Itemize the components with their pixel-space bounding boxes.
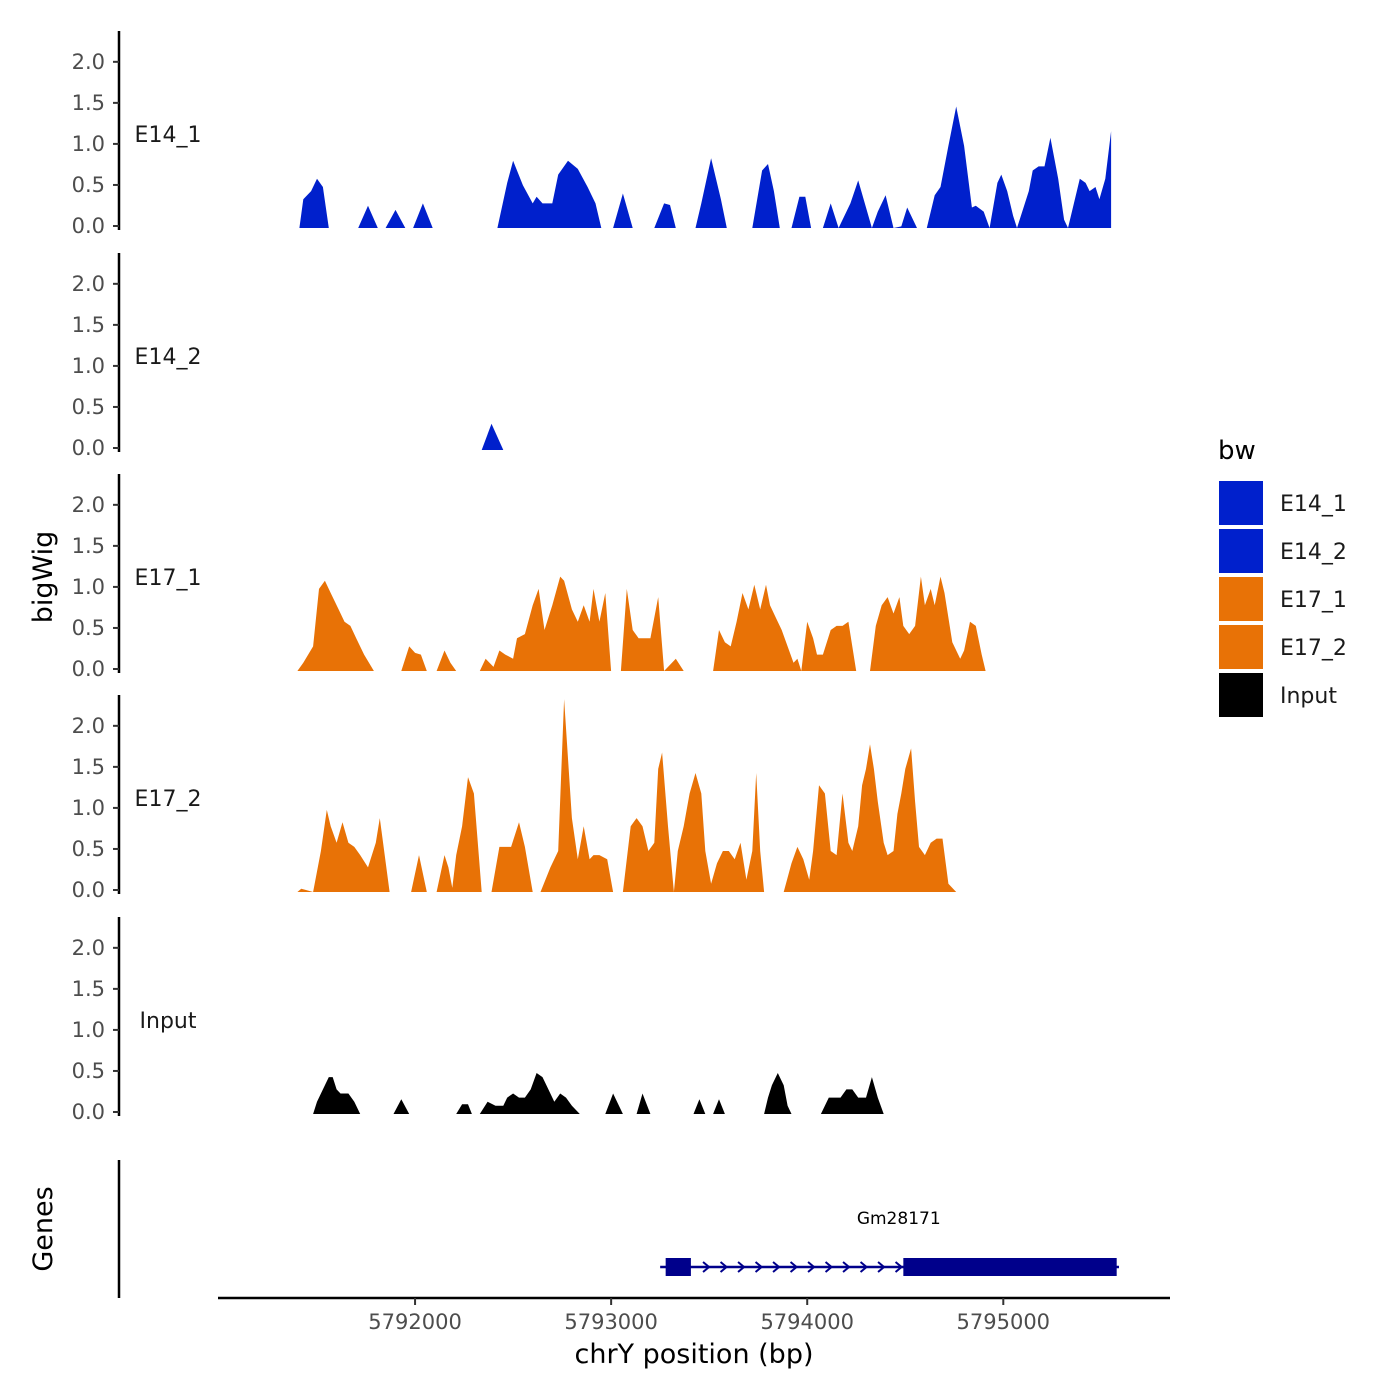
track-E14_2: 0.0 0.5 1.0 1.5 2.0 E14_2 — [72, 253, 504, 460]
gene-label: Gm28171 — [857, 1209, 941, 1229]
track-label: E14_2 — [135, 345, 202, 370]
legend-title: bw — [1218, 436, 1256, 466]
y-tick-label: 2.0 — [72, 272, 105, 296]
y-tick-label: 2.0 — [72, 50, 105, 74]
y-tick-label: 1.0 — [72, 1018, 105, 1042]
track-E17_2: 0.0 0.5 1.0 1.5 2.0 E17_2 — [72, 695, 957, 902]
signal-area-E14_2 — [481, 423, 504, 450]
gene-exon — [903, 1258, 1117, 1276]
signal-area-E17_1 — [297, 576, 986, 671]
y-tick-label: 0.0 — [72, 436, 105, 460]
track-E17_1: 0.0 0.5 1.0 1.5 2.0 E17_1 — [72, 474, 986, 681]
strand-arrow — [719, 1261, 729, 1273]
signal-tracks: 0.0 0.5 1.0 1.5 2.0 E14_1 0.0 0.5 1.0 1.5 2.0 E14_2… — [72, 31, 1112, 1124]
y-tick-label: 1.5 — [72, 91, 105, 115]
y-tick-label: 1.0 — [72, 796, 105, 820]
strand-arrow — [824, 1261, 834, 1273]
y-tick-label: 0.5 — [72, 395, 105, 419]
gene-exon — [665, 1258, 691, 1276]
legend-swatch — [1217, 575, 1265, 623]
legend-label: E17_2 — [1280, 636, 1347, 661]
legend-label: E17_1 — [1280, 588, 1347, 613]
y-tick-label: 1.5 — [72, 313, 105, 337]
y-tick-label: 1.5 — [72, 755, 105, 779]
genes-axis-title: Genes — [28, 1186, 59, 1271]
track-label: E14_1 — [135, 123, 202, 148]
y-tick-label: 0.5 — [72, 173, 105, 197]
strand-arrow — [877, 1261, 886, 1273]
x-axis-title: chrY position (bp) — [574, 1339, 813, 1370]
legend-label: E14_1 — [1280, 492, 1347, 517]
x-tick-label: 5794000 — [760, 1310, 854, 1334]
strand-arrow — [894, 1261, 904, 1273]
strand-arrow — [859, 1261, 869, 1273]
track-label: Input — [140, 1009, 197, 1034]
genes-panel: Gm28171 — [117, 1160, 1119, 1298]
legend-entry: E17_2 — [1217, 623, 1347, 671]
y-tick-label: 1.0 — [72, 354, 105, 378]
x-axis: 5792000 5793000 5794000 5795000 — [218, 1296, 1170, 1334]
y-tick-label: 0.5 — [72, 837, 105, 861]
y-tick-label: 0.0 — [72, 657, 105, 681]
strand-arrow — [842, 1261, 851, 1273]
y-tick-label: 1.5 — [72, 977, 105, 1001]
strand-arrow — [772, 1261, 781, 1273]
legend-label: Input — [1280, 684, 1337, 709]
track-label: E17_1 — [135, 566, 202, 591]
y-tick-label: 2.0 — [72, 714, 105, 738]
x-tick-label: 5792000 — [368, 1310, 462, 1334]
legend-swatch — [1217, 527, 1265, 575]
y-tick-label: 1.0 — [72, 132, 105, 156]
y-tick-label: 2.0 — [72, 493, 105, 517]
y-tick-label: 0.5 — [72, 616, 105, 640]
strand-arrow — [807, 1261, 816, 1273]
y-tick-label: 0.0 — [72, 214, 105, 238]
y-tick-label: 1.5 — [72, 534, 105, 558]
gene-Gm28171: Gm28171 — [660, 1209, 1119, 1276]
signal-area-E17_2 — [297, 699, 957, 892]
track-label: E17_2 — [135, 787, 202, 812]
legend: bw E14_1 E14_2 E17_1 E17_2 Input — [1217, 436, 1347, 719]
legend-entry: E17_1 — [1217, 575, 1347, 623]
y-tick-label: 0.0 — [72, 1100, 105, 1124]
legend-entry: Input — [1217, 671, 1337, 719]
legend-entry: E14_2 — [1217, 527, 1347, 575]
y-tick-label: 2.0 — [72, 936, 105, 960]
strand-arrow — [737, 1261, 746, 1273]
strand-arrow — [789, 1261, 799, 1273]
x-tick-label: 5795000 — [957, 1310, 1051, 1334]
x-tick-label: 5793000 — [564, 1310, 658, 1334]
y-tick-label: 1.0 — [72, 575, 105, 599]
legend-entry: E14_1 — [1217, 479, 1347, 527]
track-Input: 0.0 0.5 1.0 1.5 2.0 Input — [72, 917, 884, 1124]
y-axis-title: bigWig — [28, 531, 59, 624]
strand-arrow — [702, 1261, 711, 1273]
strand-arrow — [754, 1261, 764, 1273]
y-tick-label: 0.5 — [72, 1059, 105, 1083]
legend-swatch — [1217, 479, 1265, 527]
signal-area-E14_1 — [299, 106, 1112, 228]
signal-area-Input — [313, 1073, 884, 1114]
legend-swatch — [1217, 671, 1265, 719]
legend-label: E14_2 — [1280, 540, 1347, 565]
y-tick-label: 0.0 — [72, 878, 105, 902]
track-E14_1: 0.0 0.5 1.0 1.5 2.0 E14_1 — [72, 31, 1112, 238]
legend-swatch — [1217, 623, 1265, 671]
